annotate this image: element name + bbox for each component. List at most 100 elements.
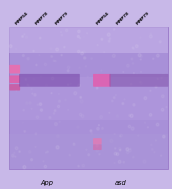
Circle shape: [96, 87, 98, 89]
Circle shape: [108, 40, 110, 42]
Circle shape: [115, 148, 116, 149]
Circle shape: [133, 73, 134, 74]
Text: MMP78: MMP78: [34, 11, 49, 26]
Circle shape: [51, 77, 54, 80]
Circle shape: [79, 37, 81, 39]
FancyBboxPatch shape: [109, 74, 168, 87]
Circle shape: [156, 123, 159, 126]
Circle shape: [22, 54, 24, 57]
Circle shape: [78, 30, 80, 33]
Circle shape: [96, 74, 99, 77]
Circle shape: [98, 125, 99, 126]
FancyBboxPatch shape: [93, 144, 102, 150]
Circle shape: [54, 110, 56, 112]
Circle shape: [161, 155, 162, 156]
Circle shape: [23, 166, 26, 169]
Circle shape: [32, 93, 33, 94]
Circle shape: [51, 93, 52, 94]
Circle shape: [113, 97, 115, 99]
Circle shape: [61, 54, 62, 56]
FancyBboxPatch shape: [9, 65, 20, 74]
FancyBboxPatch shape: [93, 74, 111, 87]
Circle shape: [155, 140, 156, 141]
Circle shape: [114, 29, 115, 30]
Circle shape: [159, 41, 161, 43]
Circle shape: [19, 151, 20, 152]
Circle shape: [81, 52, 83, 55]
Circle shape: [144, 97, 147, 100]
Circle shape: [104, 52, 105, 53]
Text: MMP54: MMP54: [15, 11, 29, 26]
Circle shape: [155, 86, 157, 88]
Circle shape: [149, 35, 152, 38]
Circle shape: [133, 104, 135, 106]
Circle shape: [162, 95, 164, 98]
Circle shape: [131, 127, 134, 130]
Circle shape: [56, 48, 59, 51]
Bar: [9, 77, 168, 120]
Circle shape: [56, 146, 59, 149]
Circle shape: [107, 33, 110, 36]
FancyBboxPatch shape: [93, 138, 102, 144]
Circle shape: [118, 160, 121, 163]
Circle shape: [157, 54, 159, 57]
FancyBboxPatch shape: [9, 84, 20, 91]
Circle shape: [126, 148, 129, 151]
Circle shape: [123, 71, 124, 72]
Circle shape: [84, 57, 86, 59]
Circle shape: [97, 45, 98, 46]
Circle shape: [78, 165, 79, 167]
Text: MMP54: MMP54: [95, 11, 110, 26]
Text: MMP79: MMP79: [135, 11, 150, 26]
Circle shape: [161, 77, 162, 79]
Circle shape: [109, 112, 110, 113]
Circle shape: [138, 135, 139, 136]
Circle shape: [130, 114, 133, 118]
Circle shape: [35, 146, 36, 147]
Circle shape: [31, 108, 32, 109]
Circle shape: [135, 45, 138, 48]
Circle shape: [153, 58, 154, 59]
Circle shape: [15, 156, 16, 157]
Circle shape: [39, 37, 41, 39]
Circle shape: [96, 144, 98, 147]
Circle shape: [116, 153, 119, 156]
Text: asd: asd: [115, 180, 126, 186]
Circle shape: [122, 102, 124, 105]
Circle shape: [80, 96, 82, 98]
Circle shape: [64, 46, 65, 48]
Text: MMP78: MMP78: [115, 11, 130, 26]
Circle shape: [166, 107, 167, 108]
Circle shape: [109, 38, 111, 39]
Circle shape: [27, 84, 28, 86]
Circle shape: [77, 50, 80, 53]
Circle shape: [132, 47, 133, 48]
Text: MMP79: MMP79: [54, 11, 69, 26]
Circle shape: [9, 45, 12, 48]
Circle shape: [161, 108, 164, 111]
Circle shape: [22, 36, 23, 37]
Circle shape: [88, 154, 90, 156]
Bar: [9, 27, 168, 169]
Circle shape: [74, 92, 77, 95]
Circle shape: [128, 125, 131, 128]
Circle shape: [147, 127, 148, 128]
Circle shape: [67, 84, 69, 85]
Circle shape: [31, 159, 33, 161]
Circle shape: [120, 149, 121, 151]
Circle shape: [140, 59, 141, 60]
Bar: [9, 134, 168, 169]
FancyBboxPatch shape: [9, 75, 20, 83]
Circle shape: [39, 103, 42, 105]
Circle shape: [97, 127, 99, 130]
Circle shape: [87, 33, 88, 34]
Circle shape: [138, 53, 141, 57]
Circle shape: [101, 38, 103, 40]
Circle shape: [33, 50, 34, 52]
Circle shape: [90, 130, 92, 132]
Circle shape: [34, 94, 36, 96]
Circle shape: [57, 105, 60, 108]
Circle shape: [86, 149, 87, 150]
Bar: [9, 27, 168, 53]
Circle shape: [16, 90, 17, 91]
